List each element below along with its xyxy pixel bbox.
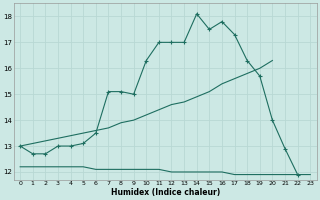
X-axis label: Humidex (Indice chaleur): Humidex (Indice chaleur) xyxy=(111,188,220,197)
